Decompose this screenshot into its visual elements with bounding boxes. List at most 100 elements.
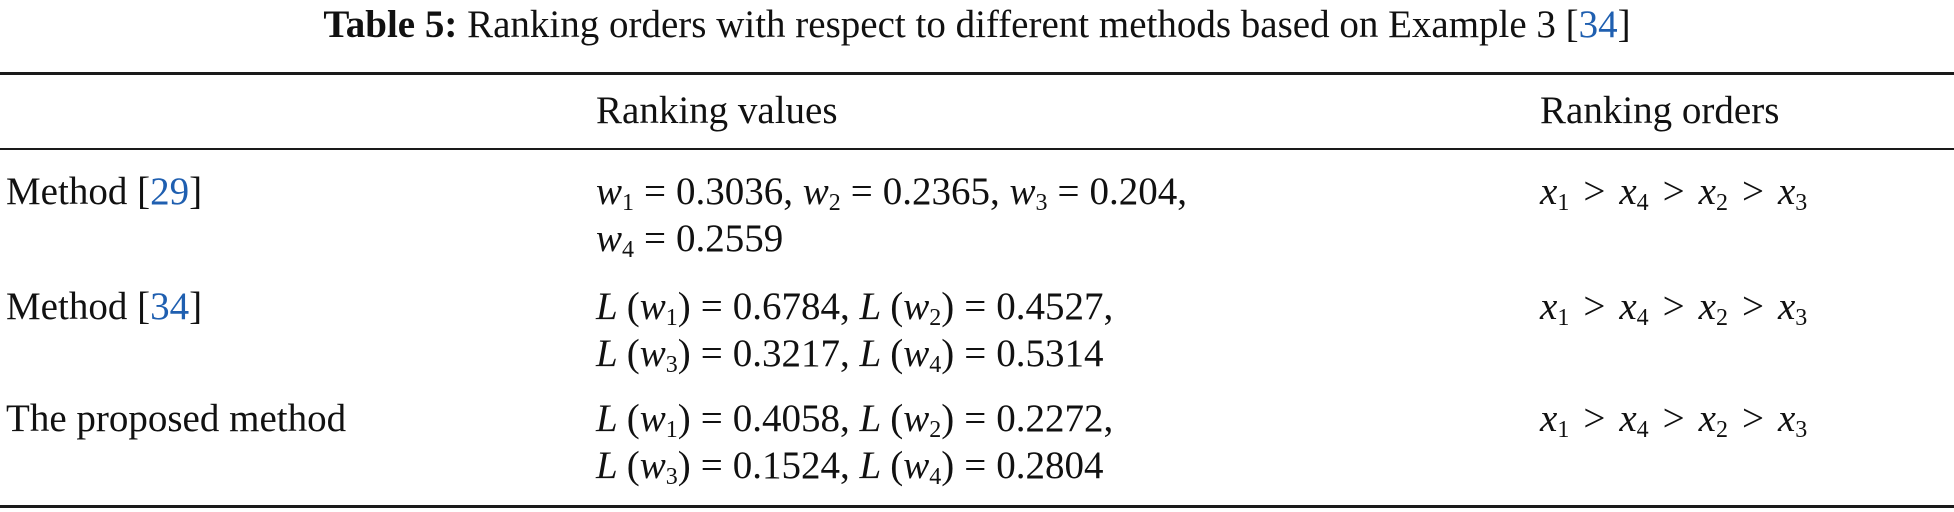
- ranking-values-line: w1 = 0.3036, w2 = 0.2365, w3 = 0.204,: [596, 168, 1187, 215]
- ranking-value-number: 0.2365: [882, 170, 991, 213]
- ranking-values-line: L (w3) = 0.1524, L (w4) = 0.2804: [596, 442, 1104, 489]
- ranking-value-number: 0.2804: [996, 444, 1104, 487]
- ranking-value-term: L (w4) = 0.5314: [859, 332, 1104, 378]
- ranking-order: x1 > x4 > x2 > x3: [1540, 170, 1808, 216]
- subscript: 2: [1715, 190, 1728, 216]
- method-close: ]: [189, 285, 203, 328]
- ranking-values-line: w4 = 0.2559: [596, 215, 783, 262]
- top-rule: [0, 72, 1954, 75]
- subscript: 1: [622, 190, 635, 216]
- table-row-method-cell: Method [29]: [6, 168, 202, 215]
- function-symbol: L: [596, 397, 627, 440]
- subscript: 4: [1636, 305, 1649, 331]
- ranking-value-number: 0.6784: [732, 285, 841, 328]
- variable-symbol: w: [903, 285, 930, 328]
- order-variable: x: [1698, 170, 1716, 213]
- ranking-value-term: L (w3) = 0.1524,: [596, 444, 850, 490]
- caption-text: Ranking orders with respect to different…: [467, 3, 1579, 46]
- function-symbol: L: [859, 332, 891, 375]
- variable-symbol: w: [639, 285, 666, 328]
- order-variable: x: [1777, 397, 1796, 440]
- ranking-value-term: L (w1) = 0.4058,: [596, 397, 850, 443]
- variable-symbol: w: [903, 332, 930, 375]
- ranking-value-term: w2 = 0.2365,: [802, 170, 1000, 216]
- ranking-value-term: L (w2) = 0.4527,: [859, 285, 1114, 331]
- variable-symbol: w: [802, 170, 829, 213]
- method-citation-link[interactable]: 34: [150, 285, 190, 328]
- subscript: 4: [1636, 417, 1649, 443]
- subscript: 1: [665, 417, 678, 443]
- subscript: 4: [622, 237, 635, 263]
- order-variable: x: [1777, 285, 1796, 328]
- order-variable: x: [1619, 285, 1637, 328]
- subscript: 4: [929, 352, 942, 378]
- order-variable: x: [1619, 397, 1637, 440]
- order-variable: x: [1540, 170, 1558, 213]
- caption-citation-link[interactable]: 34: [1578, 3, 1618, 46]
- subscript: 1: [1557, 417, 1570, 443]
- order-variable: x: [1540, 285, 1558, 328]
- subscript: 4: [1636, 190, 1649, 216]
- variable-symbol: w: [639, 397, 666, 440]
- variable-symbol: w: [639, 444, 666, 487]
- bottom-rule: [0, 505, 1954, 508]
- ranking-values-line: L (w1) = 0.4058, L (w2) = 0.2272,: [596, 395, 1113, 442]
- function-symbol: L: [859, 397, 891, 440]
- subscript: 2: [929, 305, 942, 331]
- ranking-value-number: 0.2559: [676, 217, 784, 260]
- table-row-method-cell: Method [34]: [6, 283, 202, 330]
- ranking-value-number: 0.204: [1089, 170, 1178, 213]
- subscript: 1: [1557, 190, 1570, 216]
- order-variable: x: [1777, 170, 1796, 213]
- order-variable: x: [1540, 397, 1558, 440]
- table-row-method-cell: The proposed method: [6, 395, 346, 442]
- method-name: Method [: [6, 170, 151, 213]
- method-citation-link[interactable]: 29: [150, 170, 190, 213]
- subscript: 2: [929, 417, 942, 443]
- subscript: 2: [1715, 305, 1728, 331]
- subscript: 3: [665, 352, 678, 378]
- subscript: 4: [929, 464, 942, 490]
- method-name: The proposed method: [6, 397, 347, 440]
- ranking-value-term: L (w1) = 0.6784,: [596, 285, 850, 331]
- subscript: 2: [828, 190, 841, 216]
- method-close: ]: [189, 170, 203, 213]
- table-caption: Table 5: Ranking orders with respect to …: [0, 0, 1954, 50]
- ranking-value-number: 0.3036: [676, 170, 784, 213]
- ranking-value-term: w4 = 0.2559: [596, 217, 784, 263]
- ranking-value-number: 0.5314: [996, 332, 1104, 375]
- ranking-value-term: w3 = 0.204,: [1009, 170, 1188, 216]
- ranking-order: x1 > x4 > x2 > x3: [1540, 397, 1808, 443]
- caption-label: Table 5:: [323, 3, 458, 46]
- variable-symbol: w: [596, 170, 623, 213]
- order-variable: x: [1619, 170, 1637, 213]
- function-symbol: L: [596, 285, 627, 328]
- variable-symbol: w: [639, 332, 666, 375]
- subscript: 1: [665, 305, 678, 331]
- variable-symbol: w: [903, 397, 930, 440]
- function-symbol: L: [596, 444, 627, 487]
- header-ranking-values: Ranking values: [596, 89, 838, 132]
- ranking-values-line: L (w3) = 0.3217, L (w4) = 0.5314: [596, 330, 1104, 377]
- subscript: 3: [1035, 190, 1048, 216]
- ranking-values-line: L (w1) = 0.6784, L (w2) = 0.4527,: [596, 283, 1113, 330]
- variable-symbol: w: [1009, 170, 1036, 213]
- ranking-order: x1 > x4 > x2 > x3: [1540, 285, 1808, 331]
- ranking-value-term: L (w3) = 0.3217,: [596, 332, 850, 378]
- subscript: 2: [1715, 417, 1728, 443]
- order-variable: x: [1698, 397, 1716, 440]
- function-symbol: L: [859, 285, 891, 328]
- subscript: 1: [1557, 305, 1570, 331]
- ranking-value-term: L (w2) = 0.2272,: [859, 397, 1114, 443]
- header-ranking-orders: Ranking orders: [1540, 89, 1780, 132]
- header-rule: [0, 148, 1954, 150]
- ranking-value-term: L (w4) = 0.2804: [859, 444, 1104, 490]
- order-variable: x: [1698, 285, 1716, 328]
- method-name: Method [: [6, 285, 151, 328]
- ranking-value-number: 0.3217: [732, 332, 841, 375]
- subscript: 3: [1795, 190, 1808, 216]
- ranking-value-number: 0.2272: [996, 397, 1104, 440]
- subscript: 3: [1795, 417, 1808, 443]
- variable-symbol: w: [596, 217, 623, 260]
- subscript: 3: [665, 464, 678, 490]
